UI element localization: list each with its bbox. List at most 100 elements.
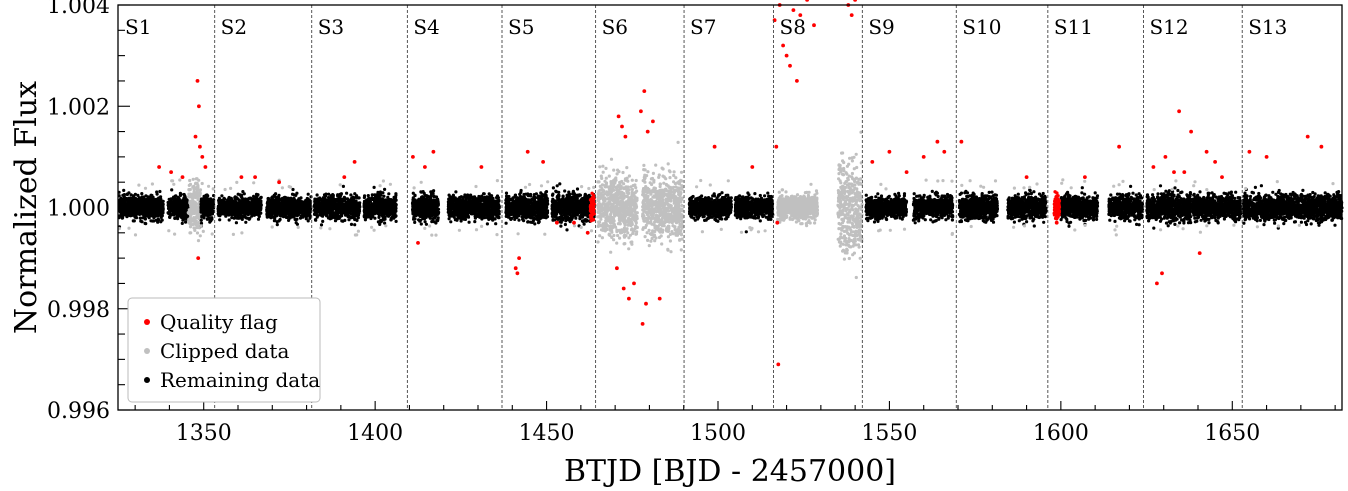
data-point	[271, 207, 275, 211]
data-point	[250, 214, 254, 218]
data-point	[198, 189, 202, 193]
data-point	[412, 199, 416, 203]
data-point	[292, 201, 296, 205]
data-point	[267, 211, 271, 215]
clipped-point	[199, 224, 203, 228]
data-point	[239, 209, 243, 213]
data-point	[199, 210, 203, 214]
data-point	[393, 211, 397, 215]
data-point	[418, 205, 422, 209]
data-point	[203, 212, 207, 217]
data-point	[308, 216, 312, 220]
clipped-point	[370, 225, 374, 229]
data-point	[430, 190, 434, 194]
data-point	[302, 200, 306, 204]
data-point	[173, 197, 177, 201]
data-point	[387, 192, 391, 196]
data-point	[294, 221, 298, 225]
data-point	[355, 218, 359, 222]
data-point	[155, 192, 159, 196]
data-point	[148, 212, 152, 216]
data-point	[227, 218, 231, 222]
data-point	[248, 205, 252, 209]
data-point	[351, 204, 355, 208]
data-point	[291, 215, 295, 219]
data-point	[126, 209, 130, 213]
data-point	[171, 207, 175, 211]
data-point	[358, 205, 362, 209]
data-point	[325, 205, 329, 209]
data-point	[434, 210, 438, 214]
data-point	[385, 213, 389, 217]
data-point	[419, 222, 423, 226]
data-point	[144, 213, 148, 217]
data-point	[235, 208, 239, 212]
data-point	[194, 182, 198, 186]
data-point	[160, 214, 164, 218]
segment-6	[312, 183, 362, 237]
data-point	[393, 208, 397, 212]
data-point	[257, 214, 261, 219]
data-point	[122, 188, 126, 192]
clipped-point	[328, 227, 332, 231]
clipped-point	[235, 180, 239, 184]
data-point	[389, 218, 393, 222]
data-point	[353, 192, 357, 196]
data-point	[378, 210, 382, 214]
data-point	[349, 222, 354, 226]
data-point	[267, 202, 271, 206]
data-point	[180, 221, 184, 225]
data-point	[149, 196, 154, 200]
clipped-point	[143, 186, 148, 190]
data-point	[155, 204, 159, 208]
data-point	[394, 203, 398, 207]
data-point	[181, 213, 185, 217]
clipped-point	[381, 179, 385, 183]
data-point	[156, 217, 160, 221]
clipped-point	[289, 185, 293, 189]
clipped-point	[133, 233, 138, 237]
clipped-point	[388, 182, 392, 186]
data-point	[193, 211, 197, 216]
data-point	[159, 198, 163, 202]
data-point	[427, 214, 431, 218]
data-point	[210, 217, 214, 221]
data-point	[139, 203, 144, 208]
clipped-point	[240, 231, 244, 235]
data-point	[192, 201, 196, 205]
data-point	[233, 206, 237, 210]
data-point	[336, 203, 341, 207]
data-point	[138, 216, 142, 220]
data-point	[301, 215, 305, 219]
data-point	[392, 195, 396, 199]
segment-1	[166, 178, 190, 236]
data-point	[190, 223, 195, 227]
data-point	[259, 201, 263, 205]
data-point	[241, 197, 245, 201]
data-point	[301, 206, 305, 210]
data-point	[436, 216, 440, 220]
data-point	[367, 199, 371, 203]
data-point	[289, 207, 293, 211]
data-point	[178, 193, 183, 197]
segment-0	[117, 182, 165, 237]
data-point	[145, 197, 149, 202]
data-point	[436, 203, 440, 207]
data-point	[188, 178, 192, 183]
data-point	[343, 210, 347, 214]
data-point	[411, 209, 415, 214]
data-point	[202, 198, 206, 202]
data-point	[283, 203, 287, 207]
data-point	[339, 207, 343, 211]
segment-5	[265, 178, 313, 229]
data-point	[434, 221, 438, 225]
data-point	[259, 196, 263, 200]
data-point	[323, 197, 327, 201]
clipped-point	[223, 187, 227, 192]
data-point	[314, 218, 318, 222]
data-point	[134, 201, 138, 205]
data-point	[473, 220, 477, 224]
data-point	[327, 199, 331, 203]
clipped-point	[412, 186, 416, 190]
data-point	[387, 208, 391, 212]
